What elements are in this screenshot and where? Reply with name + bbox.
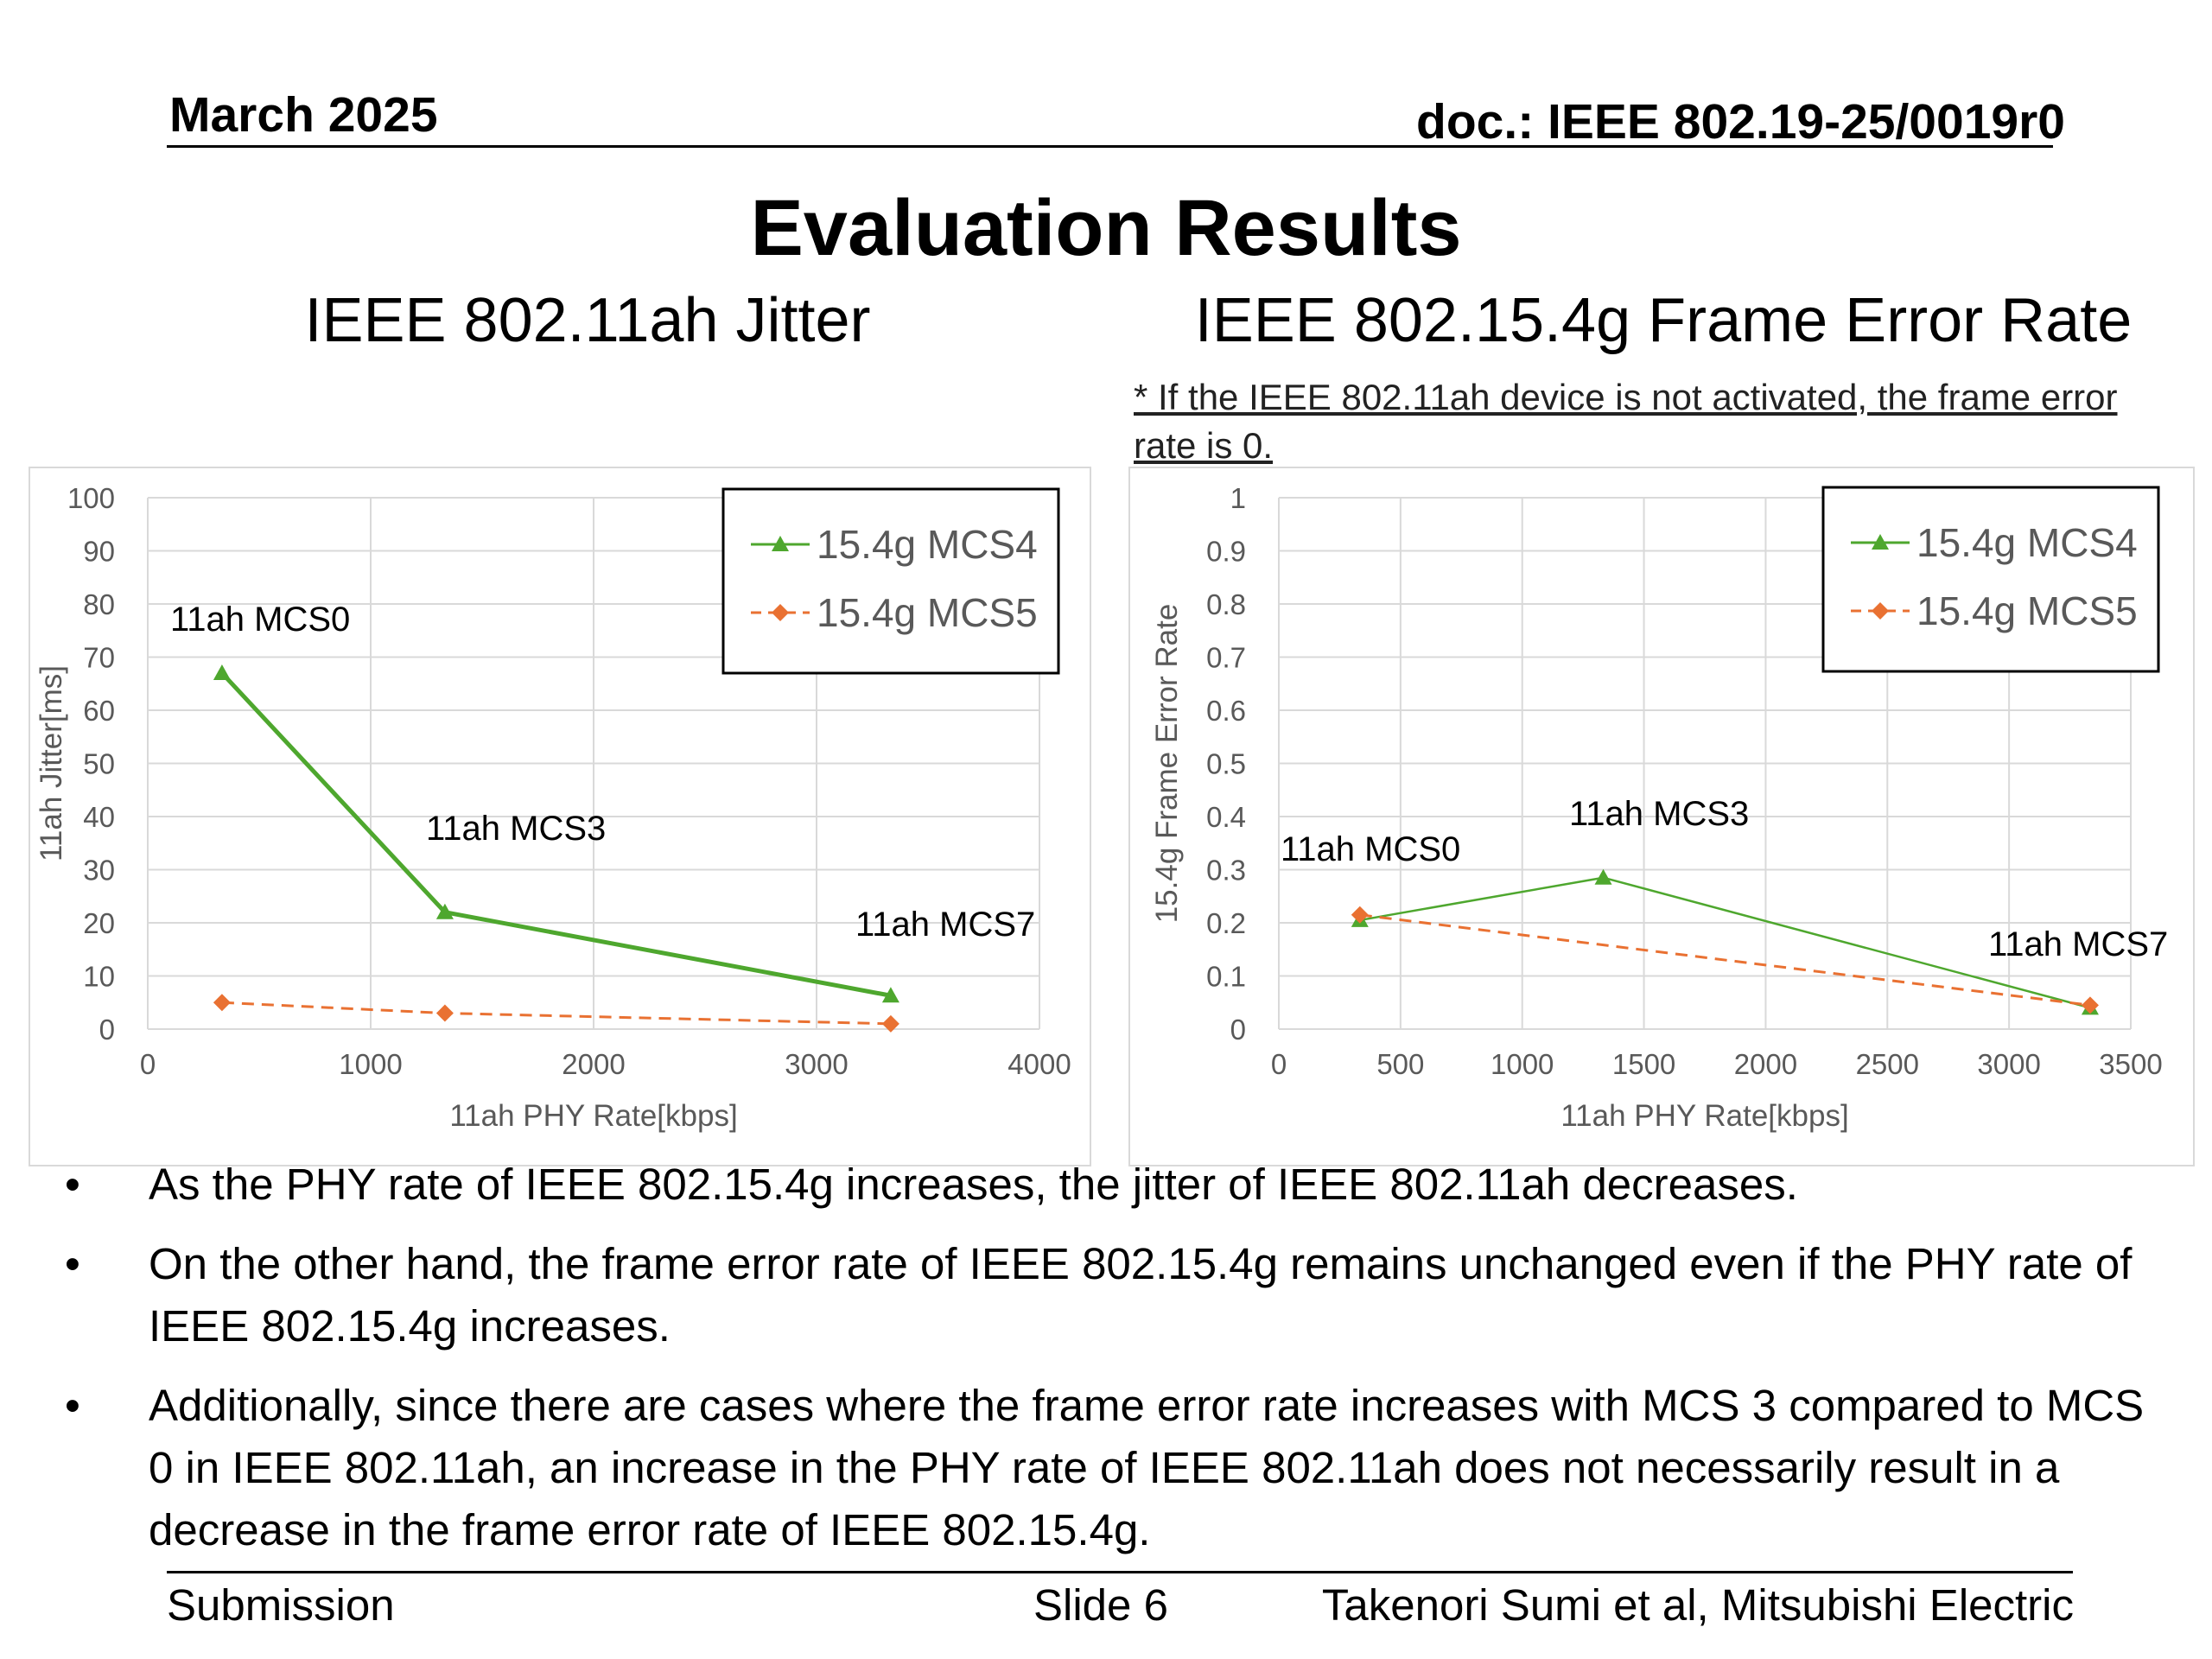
data-point-mcs4: [213, 664, 231, 680]
x-tick-label: 500: [1376, 1048, 1424, 1080]
y-tick-label: 0.4: [1206, 801, 1246, 833]
y-tick-label: 60: [83, 695, 115, 727]
bullet-item: • Additionally, since there are cases wh…: [60, 1375, 2169, 1561]
y-axis-label: 11ah Jitter[ms]: [35, 665, 68, 861]
legend-label-mcs5: 15.4g MCS5: [1916, 588, 2138, 633]
annotation-mcs0: 11ah MCS0: [170, 601, 350, 639]
x-tick-label: 1500: [1612, 1048, 1675, 1080]
legend-markers: [1851, 534, 1910, 620]
x-tick-label: 0: [1271, 1048, 1287, 1080]
y-tick-label: 0: [99, 1014, 115, 1046]
y-tick-label: 80: [83, 588, 115, 620]
y-tick-label: 20: [83, 907, 115, 939]
y-tick-label: 0.9: [1206, 536, 1246, 568]
bullet-dot: •: [65, 1381, 80, 1430]
y-tick-label: 0.5: [1206, 748, 1246, 780]
y-tick-label: 0.2: [1206, 907, 1246, 939]
data-point-mcs4: [881, 987, 899, 1003]
legend-box: [721, 487, 1060, 675]
y-tick-label: 30: [83, 855, 115, 887]
y-tick-label: 1: [1230, 482, 1246, 514]
x-tick-label: 3500: [2099, 1048, 2162, 1080]
legend: 15.4g MCS4 15.4g MCS5: [1821, 486, 2160, 673]
y-tick-label: 10: [83, 961, 115, 993]
x-tick-label: 0: [140, 1048, 156, 1080]
chart-subtitle-fer: IEEE 802.15.4g Frame Error Rate: [1194, 286, 2133, 355]
x-tick-label: 2000: [1734, 1048, 1797, 1080]
header-date: March 2025: [169, 87, 438, 143]
footnote: * If the IEEE 802.11ah device is not act…: [1134, 377, 2118, 466]
header-doc-id: doc.: IEEE 802.19-25/0019r0: [1416, 94, 2065, 149]
footer-slide-number: Slide 6: [1033, 1580, 1168, 1630]
y-tick-label: 0.7: [1206, 642, 1246, 674]
x-tick-label: 3000: [785, 1048, 848, 1080]
legend-label-mcs4: 15.4g MCS4: [1916, 520, 2138, 565]
data-point-mcs4: [435, 903, 454, 919]
data-point-mcs5: [2081, 996, 2099, 1014]
chart-subtitle-jitter: IEEE 802.11ah Jitter: [304, 286, 871, 355]
data-point-mcs5: [435, 1004, 454, 1022]
x-tick-label: 1000: [1491, 1048, 1554, 1080]
annotation-mcs3: 11ah MCS3: [1569, 795, 1749, 833]
annotation-mcs7: 11ah MCS7: [1988, 925, 2168, 963]
x-tick-label: 1000: [339, 1048, 402, 1080]
legend-markers: [751, 536, 810, 621]
y-tick-label: 0.6: [1206, 695, 1246, 727]
y-tick-label: 70: [83, 642, 115, 674]
data-point-mcs5: [881, 1014, 899, 1033]
data-point-mcs5: [213, 994, 231, 1012]
footer-rule: [167, 1571, 2073, 1573]
legend-marker-mcs5: [772, 604, 789, 621]
frame-error-rate-chart: 0 0.1 0.2 0.3 0.4 0.5 0.6 0.7 0.8 0.9 1 0 500 1000 150…: [1128, 467, 2195, 1166]
series: [213, 664, 899, 1033]
footer-submission: Submission: [167, 1580, 395, 1630]
legend-marker-mcs4: [1872, 534, 1889, 550]
y-tick-label: 40: [83, 801, 115, 833]
annotation-mcs0: 11ah MCS0: [1281, 830, 1460, 868]
x-tick-label: 4000: [1007, 1048, 1071, 1080]
bullet-text: Additionally, since there are cases wher…: [149, 1381, 2145, 1554]
bullet-dot: •: [65, 1160, 80, 1209]
x-tick-label: 2500: [1856, 1048, 1919, 1080]
annotation-mcs7: 11ah MCS7: [855, 906, 1035, 944]
bullet-text: On the other hand, the frame error rate …: [149, 1239, 2133, 1351]
bullet-item: • On the other hand, the frame error rat…: [60, 1233, 2169, 1357]
bullet-text: As the PHY rate of IEEE 802.15.4g increa…: [149, 1160, 1798, 1209]
y-tick-label: 0.3: [1206, 855, 1246, 887]
y-tick-label: 50: [83, 748, 115, 780]
data-point-mcs4: [1594, 868, 1612, 885]
data-point-mcs5: [1351, 906, 1369, 924]
bullet-item: • As the PHY rate of IEEE 802.15.4g incr…: [60, 1154, 2169, 1216]
legend-label-mcs4: 15.4g MCS4: [817, 522, 1038, 567]
legend: 15.4g MCS4 15.4g MCS5: [721, 487, 1060, 675]
bullet-dot: •: [65, 1239, 80, 1288]
y-tick-label: 90: [83, 536, 115, 568]
legend-marker-mcs5: [1872, 602, 1889, 620]
slide-title: Evaluation Results: [750, 184, 1462, 272]
y-tick-label: 0.8: [1206, 588, 1246, 620]
y-tick-label: 100: [67, 482, 115, 514]
header-rule: [167, 145, 2053, 148]
x-axis-label: 11ah PHY Rate[kbps]: [1560, 1099, 1848, 1133]
x-axis-label: 11ah PHY Rate[kbps]: [449, 1099, 737, 1133]
legend-label-mcs5: 15.4g MCS5: [817, 590, 1038, 635]
y-tick-label: 0.1: [1206, 961, 1246, 993]
series-line-mcs5: [1359, 913, 2091, 1007]
y-axis-label: 15.4g Frame Error Rate: [1150, 604, 1184, 924]
x-tick-label: 3000: [1977, 1048, 2040, 1080]
tick-labels: 0 0.1 0.2 0.3 0.4 0.5 0.6 0.7 0.8 0.9 1 0 500 1000 150…: [1206, 482, 2163, 1080]
legend-box: [1821, 486, 2160, 673]
series: [1351, 868, 2099, 1015]
footer-authors: Takenori Sumi et al, Mitsubishi Electric: [1321, 1580, 2074, 1630]
bullet-list: • As the PHY rate of IEEE 802.15.4g incr…: [60, 1154, 2169, 1579]
annotation-mcs3: 11ah MCS3: [426, 810, 606, 848]
legend-marker-mcs4: [772, 536, 789, 551]
y-tick-label: 0: [1230, 1014, 1246, 1046]
x-tick-label: 2000: [562, 1048, 625, 1080]
